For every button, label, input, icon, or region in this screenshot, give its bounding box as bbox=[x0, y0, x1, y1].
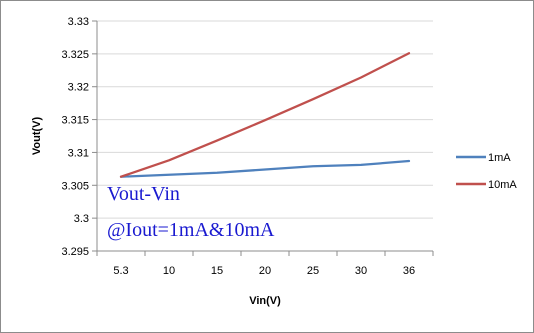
y-tick-label: 3.295 bbox=[61, 246, 89, 258]
y-tick-label: 3.31 bbox=[68, 147, 89, 159]
y-tick-label: 3.33 bbox=[68, 16, 89, 28]
x-tick-label: 25 bbox=[307, 265, 319, 277]
x-tick-label: 10 bbox=[163, 265, 175, 277]
x-tick-label: 15 bbox=[211, 265, 223, 277]
series-line-1mA bbox=[119, 159, 411, 178]
legend-label-10mA: 10mA bbox=[488, 179, 517, 191]
x-tick-label: 36 bbox=[403, 265, 415, 277]
x-tick-label: 30 bbox=[355, 265, 367, 277]
y-tick-label: 3.325 bbox=[61, 49, 89, 61]
y-tick-label: 3.315 bbox=[61, 115, 89, 127]
x-tick-label: 5.3 bbox=[113, 265, 128, 277]
annotation-line-1: Vout-Vin bbox=[107, 183, 180, 205]
y-axis-title: Vout(V) bbox=[31, 117, 43, 156]
y-tick-label: 3.305 bbox=[61, 180, 89, 192]
x-axis-title: Vin(V) bbox=[249, 295, 281, 307]
annotation-line-2: @Iout=1mA&10mA bbox=[107, 219, 275, 241]
series-line-10mA bbox=[119, 52, 411, 178]
legend-label-1mA: 1mA bbox=[488, 152, 511, 164]
x-tick-label: 20 bbox=[259, 265, 271, 277]
y-tick-label: 3.32 bbox=[68, 82, 89, 94]
y-tick-label: 3.3 bbox=[74, 213, 89, 225]
